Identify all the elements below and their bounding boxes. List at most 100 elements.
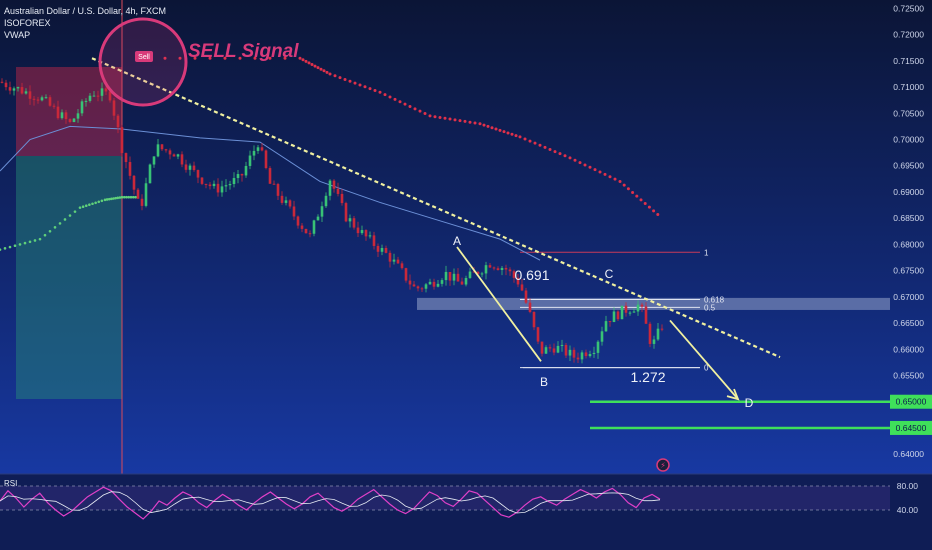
alert-icon[interactable] <box>656 458 670 472</box>
candle-body <box>264 150 268 169</box>
isoforex-resistance-dot <box>528 139 532 143</box>
price-tick-label: 0.72500 <box>893 3 924 13</box>
isoforex-resistance-dot <box>319 67 323 71</box>
isoforex-resistance-dot <box>328 72 332 76</box>
isoforex-resistance-dot <box>403 102 407 106</box>
isoforex-resistance-dot <box>163 56 167 60</box>
target-price-tag <box>890 420 932 435</box>
isoforex-resistance-dot <box>325 70 329 74</box>
candle-body <box>192 165 196 171</box>
candle-body <box>16 87 20 89</box>
candle-body <box>416 286 420 289</box>
isoforex-resistance-dot <box>553 150 557 154</box>
isoforex-resistance-dot <box>635 194 639 198</box>
candle-body <box>340 193 344 204</box>
candle-body <box>344 203 348 222</box>
candle-body <box>516 277 520 285</box>
candle-body <box>644 306 648 324</box>
isoforex-support-dot <box>120 195 124 199</box>
isoforex-support-dot <box>43 233 47 237</box>
isoforex-support-dot <box>94 201 97 205</box>
rsi-label: RSI <box>4 479 18 488</box>
isoforex-resistance-dot <box>578 161 582 165</box>
candle-body <box>636 304 640 312</box>
isoforex-support-dot <box>131 195 135 199</box>
isoforex-support-dot <box>63 218 67 221</box>
candle-body <box>568 349 572 356</box>
candle-body <box>508 269 512 272</box>
isoforex-support-dot <box>88 203 91 207</box>
isoforex-resistance-dot <box>298 56 302 60</box>
candle-body <box>648 323 652 344</box>
candle-body <box>448 271 452 281</box>
isoforex-support-dot <box>122 195 126 199</box>
candle-body <box>304 228 308 234</box>
candle-body <box>380 247 384 252</box>
candle-body <box>468 271 472 279</box>
candle-body <box>540 341 544 354</box>
candle-body <box>420 288 424 290</box>
isoforex-resistance-dot <box>656 212 660 216</box>
isoforex-resistance-dot <box>613 177 617 181</box>
candle-body <box>612 311 616 323</box>
candle-body <box>544 347 548 354</box>
isoforex-resistance-dot <box>443 116 447 120</box>
candle-body <box>140 198 144 206</box>
isoforex-resistance-dot <box>433 115 437 119</box>
isoforex-resistance-dot <box>558 152 562 156</box>
isoforex-resistance-dot <box>310 63 314 67</box>
isoforex-resistance-dot <box>523 137 527 141</box>
candle-body <box>624 305 628 313</box>
sell-badge[interactable] <box>135 51 153 62</box>
isoforex-resistance-dot <box>573 158 577 162</box>
candle-body <box>236 174 240 179</box>
pattern-point-b-label: B <box>540 375 548 389</box>
candle-body <box>296 216 300 226</box>
isoforex-support-dot <box>118 196 122 199</box>
isoforex-support-dot <box>53 226 57 229</box>
candle-body <box>488 265 492 268</box>
candle-body <box>56 106 60 119</box>
isoforex-resistance-dot <box>383 93 387 97</box>
symbol-title: Australian Dollar / U.S. Dollar, 4h, FXC… <box>4 6 167 16</box>
candle-body <box>0 81 4 83</box>
isoforex-support-dot <box>68 214 72 217</box>
isoforex-resistance-dot <box>343 77 347 81</box>
candle-body <box>204 183 208 185</box>
candle-body <box>164 149 168 151</box>
isoforex-resistance-dot <box>652 209 656 213</box>
price-tick-label: 0.70000 <box>893 135 924 145</box>
isoforex-support-dot <box>127 195 131 199</box>
candle-body <box>160 144 164 150</box>
isoforex-resistance-dot <box>301 58 305 62</box>
isoforex-support-dot <box>129 195 133 199</box>
isoforex-resistance-dot <box>393 97 397 101</box>
fib-level-label: 1 <box>704 248 709 257</box>
candle-body <box>600 331 604 342</box>
candle-body <box>428 281 432 285</box>
candle-body <box>476 271 480 275</box>
isoforex-resistance-dot <box>598 170 602 174</box>
pattern-point-a-label: A <box>453 234 461 248</box>
candle-body <box>408 280 412 285</box>
candle-body <box>548 347 552 349</box>
candle-body <box>24 91 28 94</box>
candle-body <box>208 184 212 187</box>
isoforex-resistance-dot <box>423 112 427 116</box>
candle-body <box>272 183 276 185</box>
pattern-leg-ab <box>456 246 542 362</box>
vwap-line <box>0 125 541 261</box>
isoforex-resistance-dot <box>639 198 643 202</box>
isoforex-support-dot <box>107 197 111 201</box>
candle-body <box>512 271 516 278</box>
price-tick-label: 0.71000 <box>893 82 924 92</box>
indicator-vwap-label: VWAP <box>4 30 31 40</box>
candle-body <box>132 175 136 190</box>
candle-body <box>212 183 216 187</box>
isoforex-resistance-dot <box>458 119 462 123</box>
candle-body <box>44 97 48 99</box>
isoforex-resistance-dot <box>208 56 212 60</box>
candle-body <box>60 112 64 119</box>
